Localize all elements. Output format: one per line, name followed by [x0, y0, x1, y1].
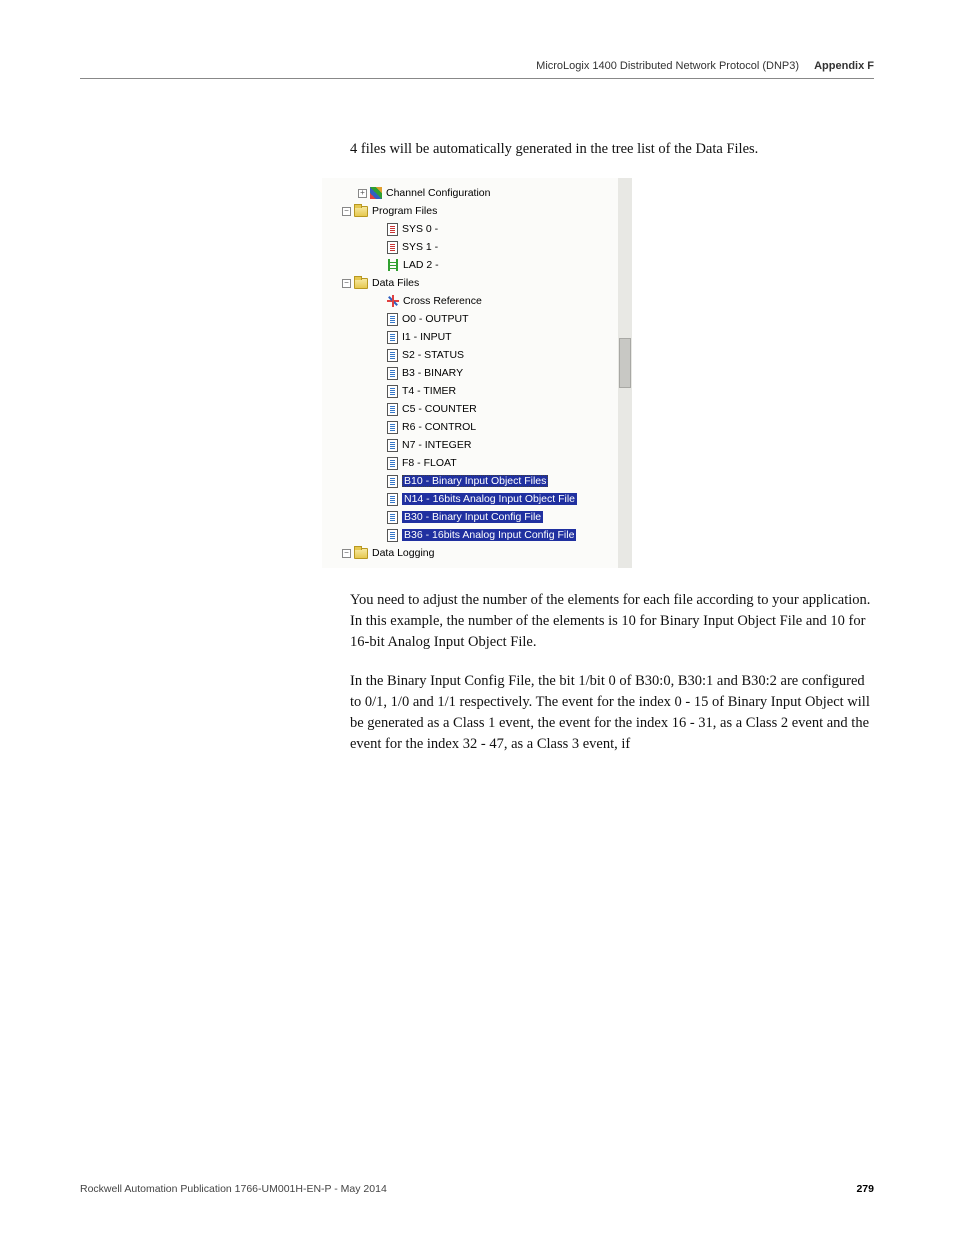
file-icon — [387, 223, 398, 236]
tree-item-i1[interactable]: I1 - INPUT — [328, 328, 632, 346]
tree-item-sys1[interactable]: SYS 1 - — [328, 238, 632, 256]
tree-item-c5[interactable]: C5 - COUNTER — [328, 400, 632, 418]
tree-item-sys0[interactable]: SYS 0 - — [328, 220, 632, 238]
paragraph-3: In the Binary Input Config File, the bit… — [350, 671, 874, 755]
collapse-icon[interactable]: − — [342, 279, 351, 288]
tree-label: Data Logging — [372, 547, 434, 559]
tree-label: B10 - Binary Input Object Files — [402, 475, 548, 487]
file-icon — [387, 367, 398, 380]
header-doc-title: MicroLogix 1400 Distributed Network Prot… — [536, 60, 799, 72]
tree-item-program-files[interactable]: − Program Files — [328, 202, 632, 220]
tree-label: LAD 2 - — [403, 259, 439, 271]
tree-label: S2 - STATUS — [402, 349, 464, 361]
tree-item-r6[interactable]: R6 - CONTROL — [328, 418, 632, 436]
tree-item-f8[interactable]: F8 - FLOAT — [328, 454, 632, 472]
collapse-icon[interactable]: − — [342, 549, 351, 558]
tree-label: N14 - 16bits Analog Input Object File — [402, 493, 577, 505]
scrollbar[interactable] — [618, 178, 632, 568]
tree-view-panel: + Channel Configuration − Program Files … — [322, 178, 632, 568]
running-header: MicroLogix 1400 Distributed Network Prot… — [80, 60, 874, 72]
tree-label: Program Files — [372, 205, 437, 217]
tree-label: B3 - BINARY — [402, 367, 463, 379]
tree-label: Cross Reference — [403, 295, 482, 307]
tree-label: Data Files — [372, 277, 419, 289]
tree-item-b30[interactable]: B30 - Binary Input Config File — [328, 508, 632, 526]
footer-page-number: 279 — [856, 1183, 874, 1195]
folder-open-icon — [354, 206, 368, 217]
file-icon — [387, 529, 398, 542]
scrollbar-thumb[interactable] — [619, 338, 631, 388]
tree-label: SYS 0 - — [402, 223, 438, 235]
expand-icon[interactable]: + — [358, 189, 367, 198]
tree-item-data-logging[interactable]: − Data Logging — [328, 544, 632, 562]
header-rule — [80, 78, 874, 79]
tree-label: F8 - FLOAT — [402, 457, 457, 469]
tree-item-lad2[interactable]: LAD 2 - — [328, 256, 632, 274]
tree-label: N7 - INTEGER — [402, 439, 471, 451]
tree-item-b3[interactable]: B3 - BINARY — [328, 364, 632, 382]
file-icon — [387, 331, 398, 344]
intro-paragraph: 4 files will be automatically generated … — [350, 139, 874, 160]
ladder-icon — [387, 259, 399, 271]
tree-item-o0[interactable]: O0 - OUTPUT — [328, 310, 632, 328]
folder-open-icon — [354, 278, 368, 289]
tree-label: SYS 1 - — [402, 241, 438, 253]
tree-label: I1 - INPUT — [402, 331, 452, 343]
file-icon — [387, 511, 398, 524]
channel-config-icon — [370, 187, 382, 199]
tree-item-n14[interactable]: N14 - 16bits Analog Input Object File — [328, 490, 632, 508]
tree-item-data-files[interactable]: − Data Files — [328, 274, 632, 292]
file-icon — [387, 421, 398, 434]
file-icon — [387, 385, 398, 398]
tree-item-n7[interactable]: N7 - INTEGER — [328, 436, 632, 454]
file-icon — [387, 241, 398, 254]
file-icon — [387, 313, 398, 326]
tree-label: O0 - OUTPUT — [402, 313, 469, 325]
page-footer: Rockwell Automation Publication 1766-UM0… — [80, 1183, 874, 1195]
tree-item-channel-config[interactable]: + Channel Configuration — [328, 184, 632, 202]
tree-item-t4[interactable]: T4 - TIMER — [328, 382, 632, 400]
cross-reference-icon — [387, 295, 399, 307]
tree-item-s2[interactable]: S2 - STATUS — [328, 346, 632, 364]
folder-open-icon — [354, 548, 368, 559]
file-icon — [387, 493, 398, 506]
tree-label: B36 - 16bits Analog Input Config File — [402, 529, 576, 541]
tree-item-cross-ref[interactable]: Cross Reference — [328, 292, 632, 310]
tree-label: Channel Configuration — [386, 187, 491, 199]
tree-item-b36[interactable]: B36 - 16bits Analog Input Config File — [328, 526, 632, 544]
collapse-icon[interactable]: − — [342, 207, 351, 216]
tree-label: B30 - Binary Input Config File — [402, 511, 543, 523]
header-appendix: Appendix F — [814, 60, 874, 72]
tree-item-b10[interactable]: B10 - Binary Input Object Files — [328, 472, 632, 490]
tree-label: C5 - COUNTER — [402, 403, 477, 415]
tree-label: R6 - CONTROL — [402, 421, 476, 433]
file-icon — [387, 475, 398, 488]
tree-label: T4 - TIMER — [402, 385, 456, 397]
file-icon — [387, 403, 398, 416]
file-icon — [387, 457, 398, 470]
file-icon — [387, 439, 398, 452]
paragraph-2: You need to adjust the number of the ele… — [350, 590, 874, 653]
footer-publication: Rockwell Automation Publication 1766-UM0… — [80, 1183, 387, 1195]
file-icon — [387, 349, 398, 362]
